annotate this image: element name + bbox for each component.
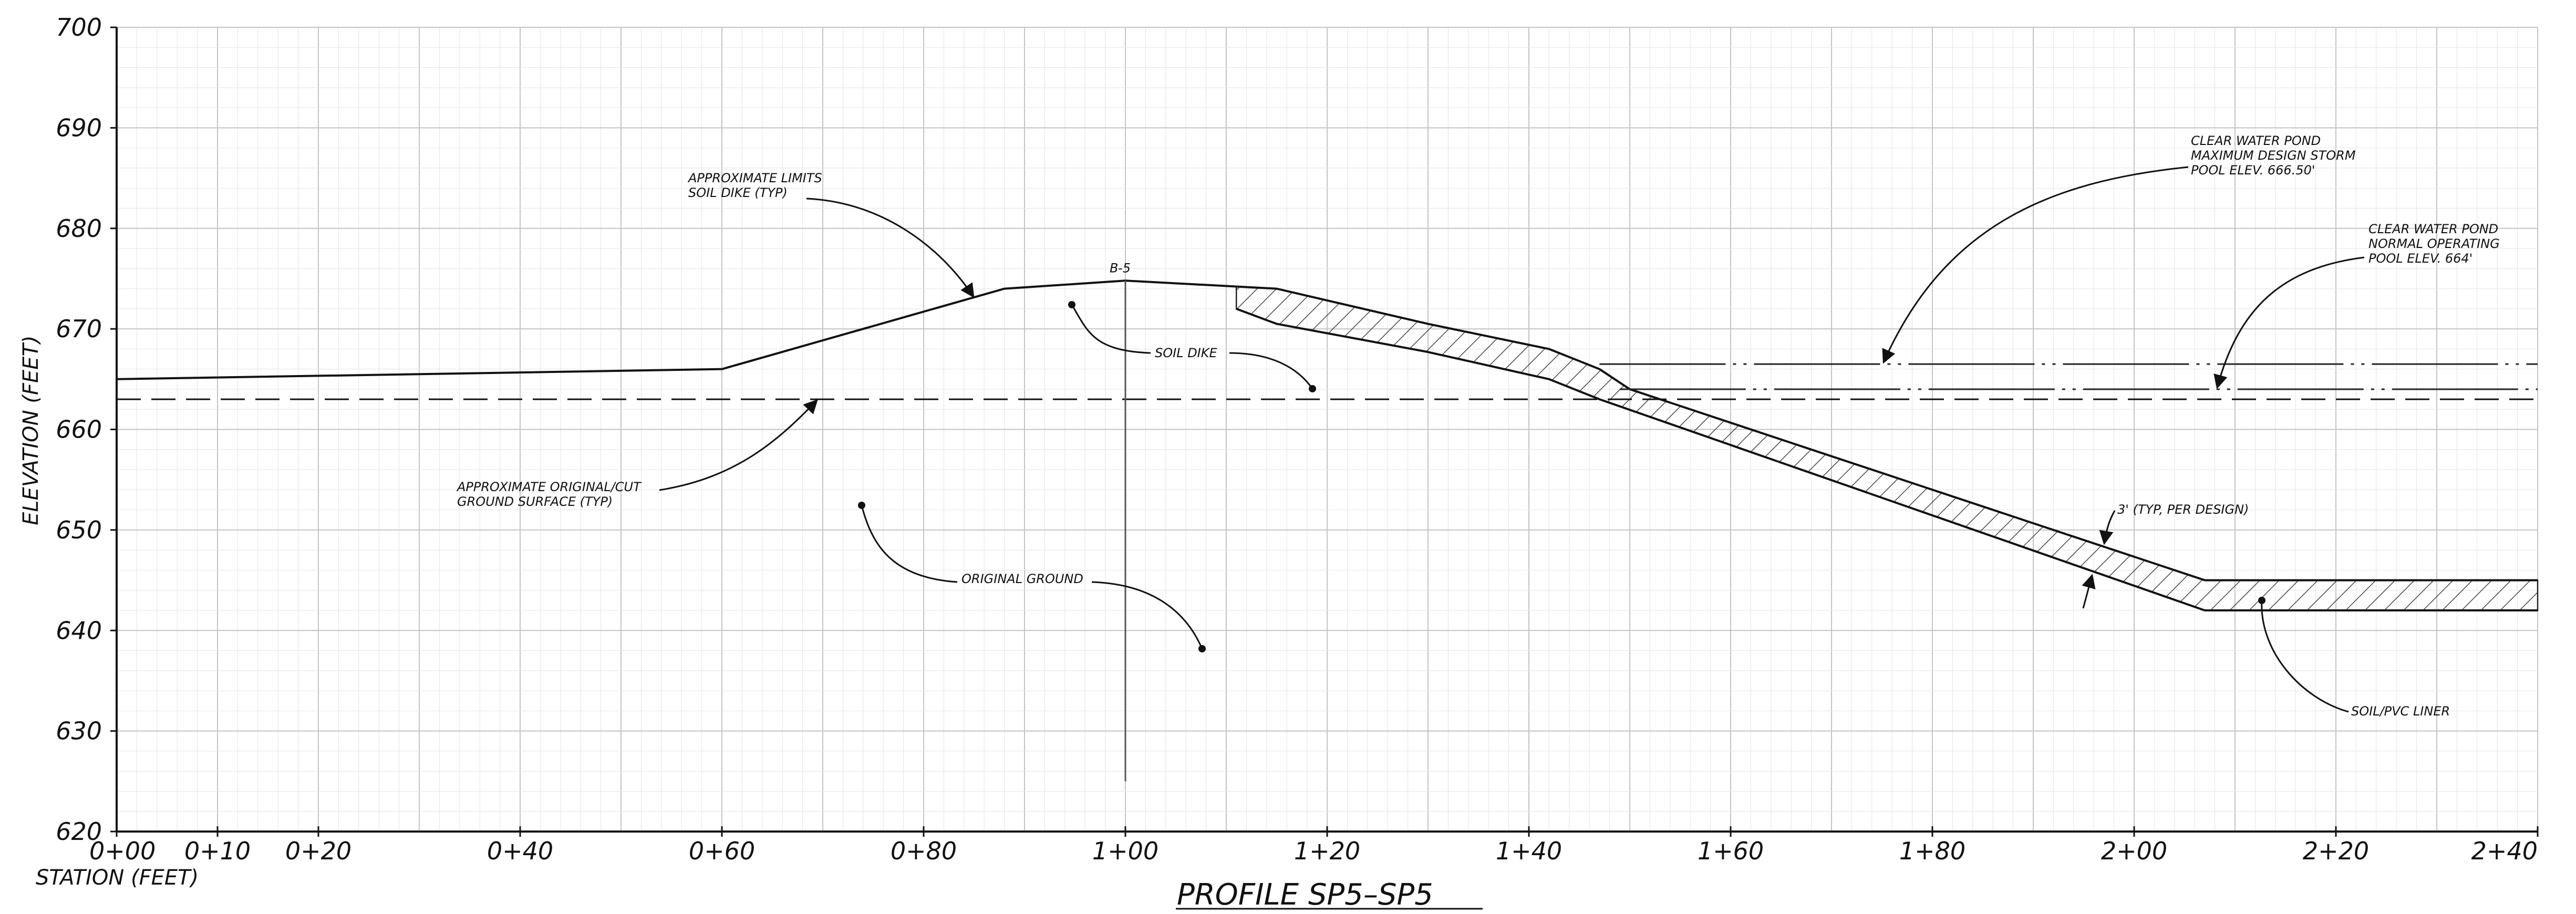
x-tick-labels: 0+00 0+10 0+20 0+40 0+60 0+80 1+00 1+20 1+40 1+60… <box>89 837 2538 865</box>
y-tick-label: 650 <box>56 516 102 544</box>
x-tick-label: 0+20 <box>285 837 351 865</box>
x-tick-label: 1+60 <box>1698 837 1764 865</box>
note-soil-dike: SOIL DIKE <box>1155 346 1218 360</box>
y-tick-label: 700 <box>56 13 102 41</box>
drawing-title: PROFILE SP5–SP5 <box>1177 878 1433 912</box>
x-tick-label: 0+40 <box>487 837 553 865</box>
y-tick-label: 660 <box>56 416 102 444</box>
x-tick-label: 2+40 <box>2471 837 2538 865</box>
leader-normal-pool <box>2213 256 2365 389</box>
x-tick-label: 1+20 <box>1294 837 1360 865</box>
note-dike-limits-1: APPROXIMATE LIMITS <box>687 171 822 185</box>
background-grid <box>116 27 2538 832</box>
y-tick-labels: 620 630 640 650 660 670 680 690 700 <box>56 13 102 846</box>
series-liner-bottom <box>1236 307 2538 611</box>
x-tick-label: 1+00 <box>1092 837 1158 865</box>
note-normal-pool-2: NORMAL OPERATING <box>2368 236 2500 251</box>
x-tick-label: 2+00 <box>2101 837 2167 865</box>
leader-original-ground-right <box>1091 581 1203 649</box>
y-tick-label: 690 <box>56 113 102 142</box>
boring-label: B-5 <box>1110 261 1131 275</box>
x-tick-label: 2+20 <box>2303 837 2369 865</box>
x-tick-label: 1+80 <box>1899 837 1965 865</box>
y-axis-title: ELEVATION (FEET) <box>19 336 43 525</box>
leader-max-pool <box>1882 166 2189 364</box>
leaders <box>659 166 2365 713</box>
note-original-cut-2: GROUND SURFACE (TYP) <box>457 494 613 509</box>
x-tick-label: 0+00 <box>89 837 156 865</box>
note-max-pool-2: MAXIMUM DESIGN STORM <box>2191 148 2356 163</box>
profile-lines <box>116 279 2538 611</box>
x-tick-label: 1+40 <box>1496 837 1562 865</box>
x-tick-label: 0+10 <box>184 837 251 865</box>
note-dike-limits-2: SOIL DIKE (TYP) <box>688 185 788 200</box>
x-tick-label: 0+60 <box>689 837 755 865</box>
note-original-ground: ORIGINAL GROUND <box>961 572 1083 586</box>
y-tick-label: 640 <box>56 616 102 645</box>
leader-liner-thickness-bottom <box>2082 574 2096 609</box>
y-tick-label: 630 <box>56 717 102 745</box>
leader-original-ground-left-dot <box>858 502 865 509</box>
leader-liner-dot <box>2258 597 2265 604</box>
note-liner: SOIL/PVC LINER <box>2351 704 2450 719</box>
leader-soil-dike-right <box>1229 352 1313 389</box>
leader-liner <box>2261 600 2349 713</box>
y-tick-label: 620 <box>56 817 102 846</box>
leader-soil-dike-right-dot <box>1309 385 1316 392</box>
y-tick-label: 670 <box>56 315 102 343</box>
leader-soil-dike-left <box>1071 304 1151 354</box>
axes <box>110 26 2539 837</box>
x-axis-title: STATION (FEET) <box>36 866 199 890</box>
note-max-pool-1: CLEAR WATER POND <box>2191 133 2321 148</box>
note-normal-pool-3: POOL ELEV. 664' <box>2368 251 2472 266</box>
note-liner-thickness: 3' (TYP, PER DESIGN) <box>2117 502 2249 517</box>
leader-original-ground-right-dot <box>1198 645 1206 652</box>
note-max-pool-3: POOL ELEV. 666.50' <box>2191 163 2315 178</box>
series-finished-grade <box>116 279 2538 581</box>
leader-original-cut <box>659 399 818 491</box>
x-tick-label: 0+80 <box>891 837 957 865</box>
note-original-cut-1: APPROXIMATE ORIGINAL/CUT <box>456 480 642 494</box>
leader-dike-limits <box>806 198 975 298</box>
leader-liner-thickness-top <box>2099 510 2116 545</box>
y-tick-label: 680 <box>56 214 102 243</box>
leader-original-ground-left <box>861 505 958 583</box>
note-normal-pool-1: CLEAR WATER POND <box>2368 222 2498 236</box>
leader-soil-dike-left-dot <box>1068 301 1075 308</box>
